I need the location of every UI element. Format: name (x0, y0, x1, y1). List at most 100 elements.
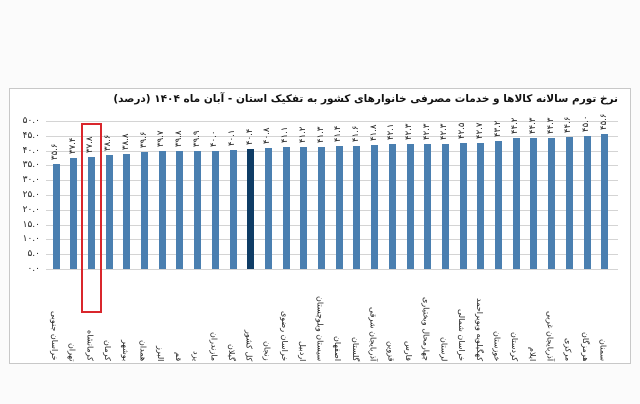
x-category-label: زنجان (262, 341, 272, 361)
bar (406, 143, 414, 269)
y-tick-label: ۴۰.۰ (22, 145, 40, 156)
x-category-label: چهارمحال وبختیاری (421, 297, 431, 361)
value-label: ۴۲.۷ (474, 122, 485, 139)
x-category-label: سمنان (598, 338, 608, 361)
bar (247, 149, 255, 269)
x-category-label: سیستان وبلوچستان (315, 295, 325, 361)
chart-frame: نرخ تورم سالانه کالاها و خدمات مصرفی خان… (9, 88, 631, 364)
bar (477, 142, 485, 269)
gridline (46, 135, 618, 137)
bar (583, 135, 591, 269)
bar (229, 150, 237, 269)
x-category-label: تهران (67, 342, 77, 361)
bar (530, 137, 538, 269)
gridline (46, 150, 618, 152)
bar (282, 147, 290, 269)
chart-title: نرخ تورم سالانه کالاها و خدمات مصرفی خان… (113, 93, 618, 105)
bar (512, 138, 520, 269)
x-category-label: کل کشور (244, 329, 254, 361)
y-tick-label: ۳۵.۰ (22, 160, 40, 171)
bar (141, 151, 148, 269)
value-label: ۳۹.۸ (173, 130, 184, 148)
value-label: ۳۷.۴ (67, 137, 78, 155)
gridline (46, 269, 618, 270)
y-tick-label: ۱۰.۰ (22, 234, 40, 245)
x-category-label: کرمانشاه (85, 330, 95, 361)
x-category-label: قزوین (386, 340, 396, 361)
x-category-label: کردستان (510, 331, 520, 361)
value-label: ۴۲.۱ (386, 123, 397, 141)
y-tick-label: ۰.۰ (27, 264, 40, 274)
gridline (46, 180, 618, 182)
x-category-label: گیلان (227, 344, 236, 361)
x-category-label: یزد (191, 350, 201, 361)
bar (353, 145, 361, 269)
value-label: ۴۲.۳ (439, 123, 450, 140)
x-category-label: خوزستان (492, 330, 502, 361)
value-label: ۴۰.۸ (262, 127, 273, 145)
x-category-label: اصفهان (333, 335, 343, 361)
bar (388, 144, 396, 269)
bar (158, 151, 166, 269)
value-label: ۴۱.۲ (297, 126, 308, 144)
bar (335, 146, 343, 269)
x-category-label: هرمزگان (581, 331, 590, 361)
value-label: ۴۴.۳ (527, 117, 538, 134)
value-label: ۴۳.۲ (492, 120, 503, 138)
x-category-label: مازندران (209, 332, 219, 361)
value-label: ۴۰.۰ (209, 130, 220, 147)
x-category-label: خراسان رضوی (280, 310, 290, 361)
value-label: ۳۸.۸ (120, 133, 131, 151)
bar (318, 146, 325, 269)
value-label: ۴۱.۳ (315, 126, 326, 143)
bar (176, 151, 184, 269)
gridline (46, 209, 618, 211)
bar (123, 154, 131, 269)
highlight-box (81, 123, 103, 313)
bar (211, 150, 219, 269)
gridline (46, 165, 618, 167)
y-tick-label: ۴۵.۰ (22, 130, 40, 141)
value-label: ۳۹.۷ (156, 131, 167, 148)
y-tick-label: ۳۰.۰ (22, 175, 40, 186)
bar (105, 154, 113, 269)
x-category-label: کهگیلویه وبویراحمد (474, 297, 484, 361)
x-category-label: فارس (404, 341, 413, 361)
bar (459, 143, 467, 269)
value-label: ۳۵.۶ (50, 143, 60, 160)
x-category-label: کرمان (103, 340, 113, 361)
value-label: ۴۱.۶ (350, 125, 361, 142)
value-label: ۴۲.۵ (457, 122, 468, 140)
x-category-label: بوشهر (120, 339, 130, 361)
value-label: ۴۱.۱ (280, 126, 291, 144)
y-tick-label: ۵.۰ (27, 249, 40, 260)
bar (548, 137, 556, 269)
gridline (46, 239, 618, 241)
bar (424, 143, 432, 269)
x-category-label: قم (173, 351, 183, 361)
gridline (46, 195, 618, 196)
x-category-label: همدان (138, 339, 148, 361)
x-category-label: خراسان جنوبی (50, 311, 59, 361)
x-category-label: آذربایجان غربی (545, 310, 555, 361)
bar (52, 163, 60, 269)
y-tick-label: ۲۰.۰ (22, 204, 40, 215)
y-tick-label: ۱۵.۰ (22, 219, 40, 230)
value-label: ۴۲.۳ (421, 123, 432, 140)
bar (495, 141, 502, 269)
value-label: ۴۴.۳ (545, 117, 556, 134)
x-category-label: خراسان شمالی (457, 308, 467, 361)
bar (565, 136, 573, 269)
value-label: ۳۸.۶ (103, 134, 114, 151)
value-label: ۴۱.۸ (368, 124, 379, 142)
x-category-label: آذربایجان شرقی (368, 306, 378, 361)
x-category-label: اردبیل (297, 340, 307, 361)
x-category-label: ایلام (527, 346, 537, 361)
x-category-label: البرز (156, 345, 166, 361)
bar (194, 150, 202, 269)
x-category-label: لرستان (439, 336, 449, 361)
value-label: ۴۱.۴ (333, 126, 344, 143)
gridline (46, 224, 618, 226)
x-category-label: گلستان (350, 336, 360, 361)
bar (264, 148, 272, 269)
